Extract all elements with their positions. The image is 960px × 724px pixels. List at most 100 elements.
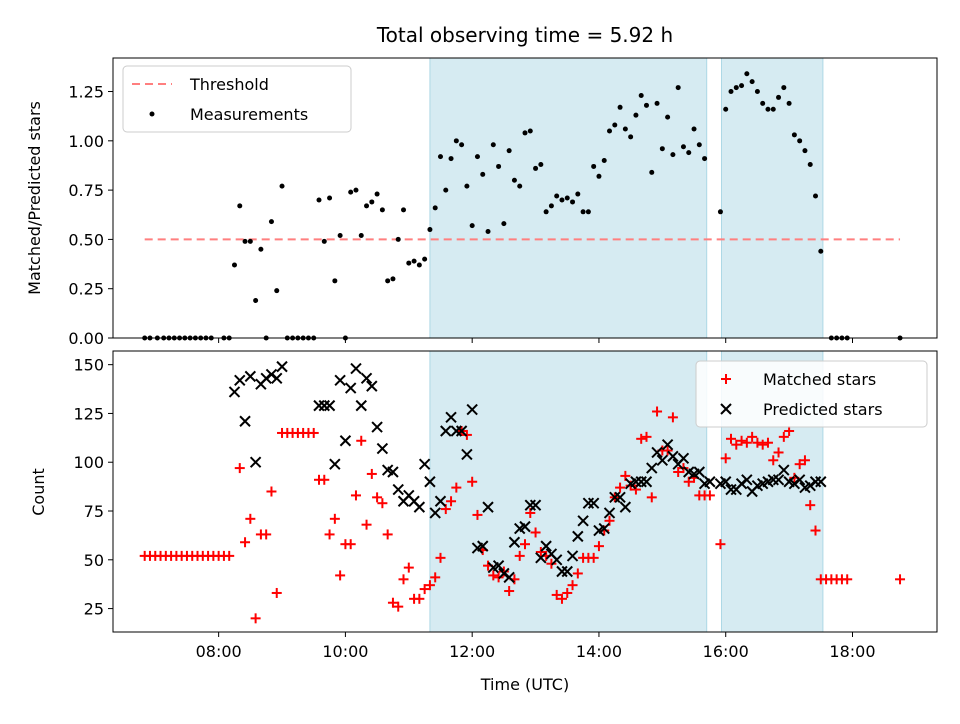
top-y-tick-label: 1.25 [68,83,104,102]
matched-star-point [261,529,272,540]
top-legend: Threshold Measurements [122,65,352,133]
measurement-point [506,148,512,154]
predicted-star-point-b [587,497,600,509]
matched-star-point [387,597,398,608]
matched-star-point [472,509,483,520]
predicted-star-point-b [677,452,690,465]
matched-star-point [345,539,356,550]
predicted-star-point-b [778,464,790,476]
measurement-point [744,71,750,77]
legend-threshold-label: Threshold [189,75,269,94]
measurement-point [432,205,438,211]
matched-star-point [741,437,752,448]
measurement-point [691,126,697,132]
top-shaded-intervals [429,57,824,339]
predicted-star-point-b [772,474,785,486]
measurement-point [422,256,428,262]
legend-predicted-swatch [720,403,732,415]
matched-star-point [895,574,906,585]
predicted-star-point [228,386,241,398]
predicted-star-point-b [429,507,441,519]
predicted-star-point-b [249,456,262,468]
predicted-star-point-b [424,476,436,488]
predicted-star-point-b [445,411,457,424]
matched-star-point [842,574,853,585]
predicted-star-point-b [461,448,473,461]
matched-star-point [335,570,346,581]
predicted-star-point [355,399,367,412]
bottom-panel: 25 50 75 100 125 150 08:00 10:00 12:00 14:00 16:00… [29,350,938,694]
predicted-star-point [550,554,563,566]
matched-star-point [556,593,567,604]
matched-star-point [715,539,726,550]
matched-star-point [271,587,282,598]
predicted-star-point-b [783,476,795,488]
measurement-point [258,246,264,252]
predicted-star-point [371,421,383,433]
predicted-star-point [693,466,706,478]
measurement-point [337,232,343,238]
measurement-point [728,89,734,95]
predicted-star-point-b [360,372,373,385]
top-y-tick-label: 0.00 [68,329,104,348]
predicted-star-point [577,515,589,527]
top-y-tick-label: 0.75 [68,181,104,200]
measurement-point [786,100,792,106]
matched-star-point [593,541,604,552]
predicted-star-point [350,362,362,375]
predicted-star-point [640,476,653,488]
predicted-star-point-b [271,372,283,385]
predicted-star-point [339,435,352,447]
matched-star-point [234,463,245,474]
matched-star-point [768,455,779,466]
bottom-y-tick-label: 25 [84,600,104,619]
predicted-star-point [376,442,389,455]
predicted-star-point [793,474,806,486]
predicted-star-point-b [366,380,378,392]
predicted-star-point-b [323,399,336,412]
measurement-point [279,183,285,189]
predicted-star-point-b [403,489,415,502]
predicted-star-point-b [720,476,732,488]
predicted-star-point [646,462,658,474]
matched-star-point [403,562,414,573]
matched-star-point [562,587,573,598]
measurement-point [353,187,359,193]
measurement-point [274,288,280,294]
measurement-point [638,92,644,98]
legend-matched-swatch [721,374,731,384]
predicted-star-point [434,495,447,507]
predicted-star-point [661,438,674,451]
legend-predicted-marker-b [720,403,732,415]
predicted-star-point [387,466,399,478]
matched-star-point [667,412,678,423]
measurement-point [517,183,523,189]
matched-star-point [361,519,372,530]
predicted-star-point [704,476,716,488]
matched-star-point [530,527,541,538]
predicted-star-point [424,476,436,488]
matched-star-point [747,431,758,442]
measurement-point [665,114,671,120]
top-y-tick-label: 0.25 [68,280,104,299]
bottom-axes-frame [112,350,938,633]
predicted-star-point-b [550,554,563,566]
predicted-star-point-b [566,550,579,562]
bottom-y-axis-label: Count [29,468,48,516]
matched-star-point [377,498,388,509]
measurement-point [717,209,723,215]
predicted-star-point-b [598,522,610,535]
legend-measurements-swatch [149,111,155,117]
matched-star-point [673,466,684,477]
measurement-point [754,89,760,95]
predicted-star-point [572,530,584,543]
predicted-star-point [603,507,616,519]
measurement-point [253,298,259,304]
measurement-point [617,104,623,110]
measurement-point [791,132,797,138]
matched-star-point [551,589,562,600]
matched-star-point [488,570,499,581]
matched-star-point [224,550,235,561]
predicted-star-point-b [661,438,674,451]
